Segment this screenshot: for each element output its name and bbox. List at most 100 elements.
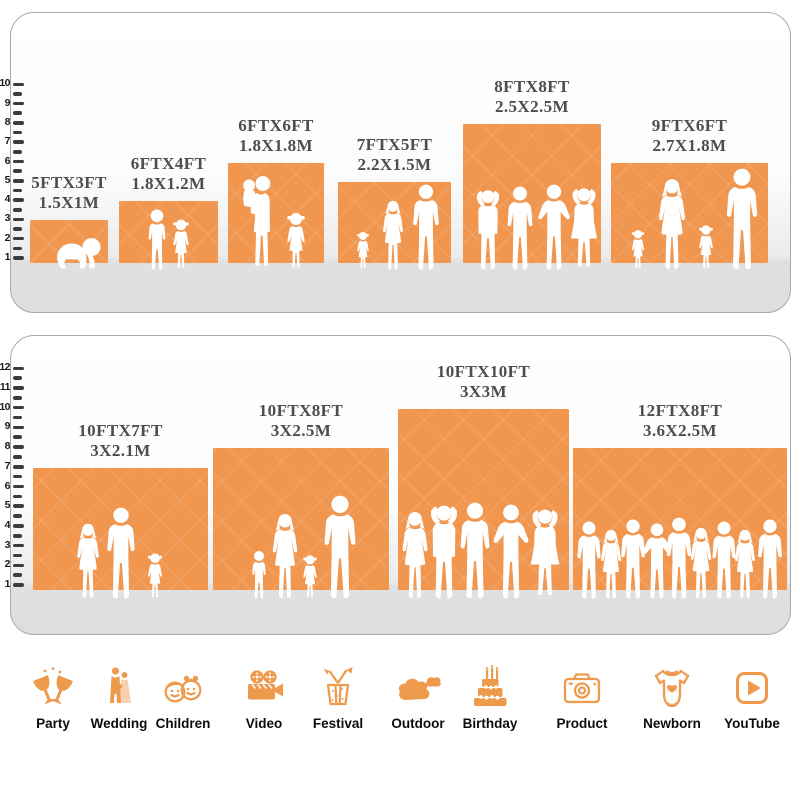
backdrop-label-12ftx8ft: 12FTX8FT 3.6X2.5M [580, 401, 780, 441]
wedding-icon [77, 664, 161, 714]
backdrop-size-m: 2.7X1.8M [652, 135, 727, 155]
small-backdrops-panel: 5FTX3FT 1.5X1M 6FTX4FT 1.8X1.2M 6FTX6FT 1.8X1… [10, 12, 791, 313]
medium-backdrops-panel-wrap: 10FTX7FT 3X2.1M 10FTX8FT 3X2.5M 10FTX10FT 3X3… [0, 335, 800, 635]
birthday-icon [448, 664, 532, 714]
ruler-number: 1 [4, 251, 11, 263]
backdrop-size-ft: 10FTX7FT [78, 420, 163, 440]
category-wedding: Wedding [77, 664, 161, 731]
ruler-number: 6 [4, 479, 11, 492]
category-label: Children [155, 716, 211, 731]
ruler-tick [12, 256, 24, 260]
backdrop-size-m: 1.8X1.8M [238, 135, 314, 155]
ruler-tick-minor [12, 415, 22, 420]
ruler-tick [12, 140, 24, 144]
ruler-tick-minor [12, 246, 22, 251]
ruler-tick-minor [12, 553, 22, 558]
category-label: Outdoor [391, 716, 445, 731]
ruler-tick-minor [12, 150, 22, 154]
backdrop-size-ft: 5FTX3FT [31, 173, 107, 193]
ruler-number: 2 [4, 231, 11, 244]
category-label: YouTube [724, 716, 780, 731]
ruler-number: 6 [4, 154, 11, 167]
backdrop-label-10ftx8ft: 10FTX8FT 3X2.5M [201, 401, 401, 441]
ruler-tick-minor [12, 396, 22, 400]
ruler-tick [12, 217, 24, 222]
ruler-tick [12, 386, 24, 390]
ruler-tick [12, 405, 24, 410]
ruler-number: 1 [4, 578, 11, 590]
ruler-number: 3 [4, 212, 11, 225]
ruler-tick-minor [12, 474, 22, 479]
backdrop-label-8ftx8ft: 8FTX8FT 2.5X2.5M [432, 77, 632, 117]
ruler-number: 8 [4, 440, 11, 453]
ruler-number: 2 [4, 558, 11, 571]
ruler-number: 12 [0, 361, 11, 374]
ruler-tick [12, 159, 24, 164]
category-youtube: YouTube [710, 664, 794, 731]
ruler-tick-minor [12, 533, 22, 538]
backdrop-rect-6ftx4ft [119, 201, 218, 263]
newborn-icon [630, 664, 714, 714]
ruler-number: 4 [4, 518, 11, 531]
ruler-tick [12, 121, 24, 125]
ruler-tick-minor [12, 92, 22, 96]
ruler-number: 10 [0, 77, 11, 90]
backdrop-label-6ftx6ft: 6FTX6FT 1.8X1.8M [176, 116, 376, 156]
ruler-tick-minor [12, 111, 22, 116]
ruler-tick-minor [12, 227, 22, 231]
backdrop-label-10ftx10ft: 10FTX10FT 3X3M [384, 362, 584, 402]
ruler-tick [12, 563, 24, 568]
backdrop-rect-10ftx7ft [33, 467, 208, 590]
ruler-tick-minor [12, 188, 22, 193]
ruler-number: 7 [4, 459, 11, 472]
outdoor-icon [376, 664, 460, 714]
backdrop-rect-12ftx8ft [573, 448, 787, 590]
category-label: Video [245, 716, 283, 731]
category-birthday: Birthday [448, 664, 532, 731]
ruler-tick [12, 465, 24, 469]
ruler-number: 8 [4, 115, 11, 128]
backdrop-rect-10ftx8ft [213, 448, 389, 590]
festival-icon [296, 664, 380, 714]
ruler-tick-minor [12, 435, 22, 440]
ruler-number: 9 [4, 420, 11, 433]
ruler-tick [12, 366, 24, 371]
ruler-tick-minor [12, 376, 22, 380]
ruler-number: 9 [4, 96, 11, 109]
video-icon [222, 664, 306, 714]
ruler-number: 5 [4, 499, 11, 512]
ruler-tick [12, 445, 24, 449]
ruler-tick-minor [12, 573, 22, 577]
category-label: Product [556, 716, 608, 731]
category-label: Birthday [462, 716, 518, 731]
ruler-tick-minor [12, 455, 22, 459]
ruler-tick [12, 179, 24, 183]
backdrop-rect-6ftx6ft [228, 162, 324, 263]
ruler-tick-minor [12, 494, 22, 499]
backdrop-size-m: 3X2.5M [270, 421, 332, 441]
backdrop-rect-8ftx8ft [463, 123, 601, 263]
backdrop-size-ft: 10FTX10FT [436, 361, 531, 381]
ruler-tick [12, 101, 24, 106]
category-label: Newborn [643, 716, 701, 731]
category-outdoor: Outdoor [376, 664, 460, 731]
category-video: Video [222, 664, 306, 731]
backdrop-rect-9ftx6ft [611, 162, 768, 263]
ruler-tick [12, 236, 24, 241]
backdrop-size-ft: 10FTX8FT [258, 401, 344, 421]
ruler-number: 11 [0, 381, 11, 393]
party-icon [11, 664, 95, 714]
ruler-tick-minor [12, 207, 22, 212]
backdrop-size-m: 3X3M [460, 381, 507, 401]
backdrop-size-ft: 9FTX6FT [651, 115, 728, 135]
category-party: Party [11, 664, 95, 731]
backdrop-size-ft: 8FTX8FT [494, 76, 570, 96]
category-newborn: Newborn [630, 664, 714, 731]
ruler-tick [12, 543, 24, 548]
category-label: Party [36, 716, 70, 731]
ruler-tick [12, 524, 24, 528]
ruler-number: 5 [4, 173, 11, 186]
small-backdrops-panel-wrap: 5FTX3FT 1.5X1M 6FTX4FT 1.8X1.2M 6FTX6FT 1.8X1… [0, 12, 800, 313]
ruler-tick-minor [12, 130, 22, 135]
